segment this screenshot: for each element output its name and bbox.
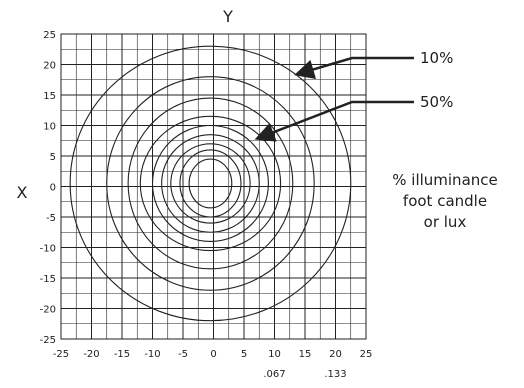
contour-ring: [162, 135, 260, 233]
y-tick-label: 0: [50, 183, 56, 194]
contour-lines: [70, 46, 351, 321]
secondary-x-label: .133: [324, 369, 346, 380]
x-tick-label: -15: [114, 349, 130, 360]
contour-ring: [189, 159, 232, 208]
annotation-10pct: 10%: [299, 49, 453, 74]
x-tick-label: 25: [360, 349, 373, 360]
x-tick-label: -20: [83, 349, 99, 360]
x-tick-label: 20: [329, 349, 342, 360]
x-tick-label: 5: [241, 349, 247, 360]
annotation-50pct: 50%: [259, 93, 453, 138]
x-tick-label: 10: [268, 349, 281, 360]
side-note-line-3: or lux: [424, 213, 467, 231]
side-note-line-2: foot candle: [403, 192, 487, 210]
tick-labels: -25 -20 -15 -10 -5 0 5 10 15 20 25 -25 -20 -15 -10 -5 0 5…: [40, 30, 373, 380]
contour-ring: [70, 46, 351, 321]
secondary-x-label: .067: [263, 369, 285, 380]
y-tick-label: -15: [40, 274, 56, 285]
y-tick-label: 10: [43, 122, 56, 133]
y-tick-label: 5: [50, 152, 56, 163]
y-tick-label: 20: [43, 61, 56, 72]
label-50pct: 50%: [420, 93, 453, 111]
x-tick-label: -25: [53, 349, 69, 360]
x-tick-label: -5: [178, 349, 188, 360]
label-10pct: 10%: [420, 49, 453, 67]
contour-ring: [153, 126, 269, 242]
y-tick-label: -25: [40, 335, 56, 346]
y-tick-label: 15: [43, 91, 56, 102]
x-tick-label: -10: [144, 349, 160, 360]
arrow-10pct: [299, 58, 414, 74]
y-tick-label: -10: [40, 244, 56, 255]
y-tick-label: 25: [43, 30, 56, 41]
x-axis-title: Y: [222, 7, 233, 26]
x-tick-label: 15: [299, 349, 312, 360]
side-note-line-1: % illuminance: [392, 171, 498, 189]
x-tick-label: 0: [210, 349, 216, 360]
y-tick-label: -5: [46, 213, 56, 224]
side-note: % illuminance foot candle or lux: [392, 171, 498, 231]
y-axis-title: X: [17, 183, 28, 202]
y-tick-label: -20: [40, 305, 56, 316]
contour-ring: [107, 77, 314, 291]
